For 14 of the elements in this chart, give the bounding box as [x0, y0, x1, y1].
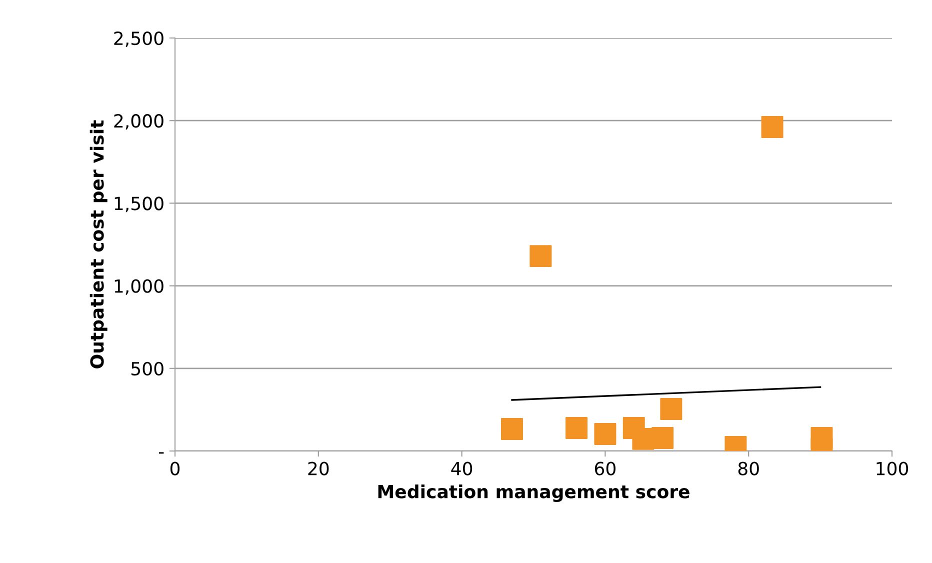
y-tick-label: 2,000 [114, 114, 164, 130]
y-axis-title: Outpatient cost per visit [90, 120, 108, 368]
y-tick-label: 1,000 [114, 279, 164, 295]
y-tick-label: 1,500 [114, 196, 164, 212]
x-tick-label: 60 [594, 462, 616, 476]
x-tick-label: 40 [451, 462, 472, 476]
y-tick-label: - [158, 452, 164, 454]
y-tick-label: 2,500 [114, 31, 164, 47]
x-tick-label: 0 [170, 462, 180, 476]
y-tick-label: 500 [132, 362, 164, 376]
x-axis-title: Medication management score [378, 484, 690, 502]
x-tick-label: 20 [308, 462, 329, 476]
x-tick-label: 100 [876, 462, 908, 476]
x-tick-label: 80 [738, 462, 759, 476]
